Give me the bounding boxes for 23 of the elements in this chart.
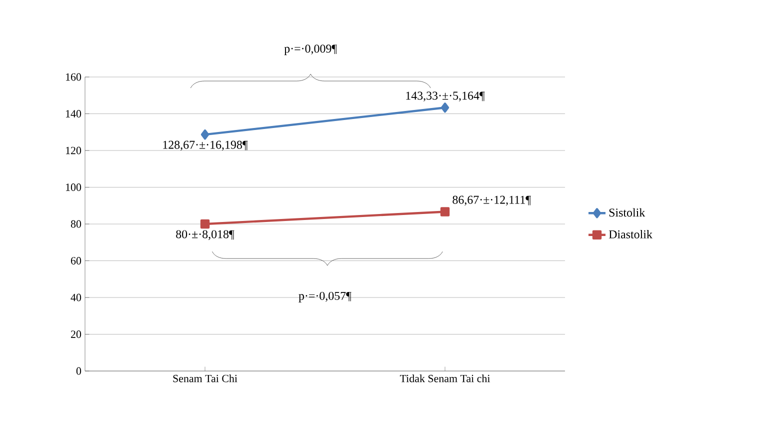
legend-label: Diastolik — [608, 230, 652, 238]
point — [200, 219, 210, 229]
legend-label: Sistolik — [609, 208, 646, 217]
point — [200, 129, 210, 140]
x-tick-label: Tidak Senam Tai chi — [400, 374, 490, 382]
y-tick-label: 0 — [76, 367, 82, 375]
y-tick-label: 160 — [66, 73, 82, 81]
y-tick-label: 40 — [70, 294, 82, 302]
point — [440, 102, 450, 113]
point — [440, 207, 450, 216]
data-label: 86,67·±·12,111¶ — [452, 196, 531, 206]
y-tick-label: 100 — [66, 184, 82, 191]
annotation: p·=·0,057¶ — [298, 292, 352, 302]
y-tick-label: 80 — [70, 220, 82, 228]
text: p·=·0,009¶ — [284, 44, 337, 56]
data-label: 80·±·8,018¶ — [176, 230, 234, 240]
y-tick-label: 20 — [71, 330, 82, 338]
y-tick-label: 60 — [70, 257, 82, 264]
y-tick-label: 140 — [66, 110, 82, 118]
y-tick-label: 120 — [66, 146, 82, 154]
x-tick-label: Senam Tai Chi — [173, 374, 238, 382]
data-label: 143,33·±·5,164¶ — [406, 92, 485, 102]
data-label: 128,67·±·16,198¶ — [163, 140, 248, 151]
